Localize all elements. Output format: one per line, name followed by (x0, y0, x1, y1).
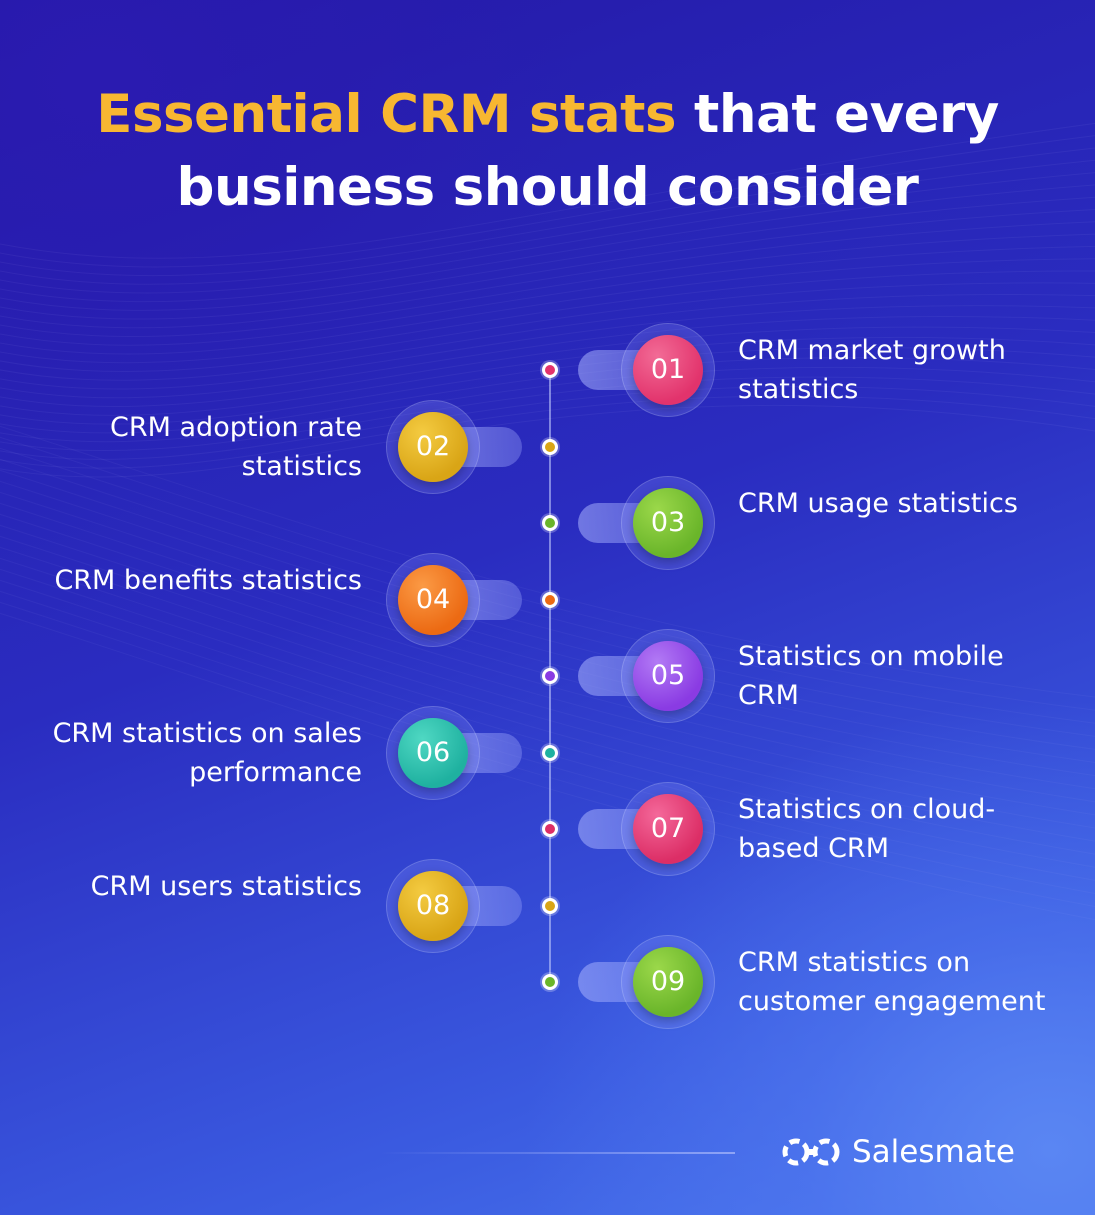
item-label: CRM users statistics (90, 871, 362, 902)
number-badge: 08 (398, 871, 468, 941)
timeline-dot (542, 668, 558, 684)
item-label: Statistics on cloud-based CRM (738, 794, 996, 864)
number-badge: 06 (398, 718, 468, 788)
wave-line (0, 425, 1095, 698)
wave-line (0, 196, 1095, 311)
title-highlight: Essential CRM stats (96, 84, 677, 145)
wave-line (0, 546, 1095, 842)
wave-line (0, 357, 1095, 434)
timeline-dot (542, 439, 558, 455)
salesmate-logo-icon (782, 1138, 840, 1166)
wave-line (0, 524, 1095, 816)
wave-line (0, 469, 1095, 750)
timeline-dot (542, 515, 558, 531)
wave-line (0, 557, 1095, 855)
number-badge: 02 (398, 412, 468, 482)
wave-line (0, 135, 1095, 268)
wave-line (0, 491, 1095, 777)
title-rest-line1: that every (676, 84, 999, 145)
item-label: Statistics on mobile CRM (738, 641, 1004, 711)
wave-line (0, 221, 1095, 329)
page-title: Essential CRM stats that every business … (0, 78, 1095, 224)
timeline-dot (542, 821, 558, 837)
wave-line (0, 122, 1095, 259)
item-label: CRM statistics on sales performance (52, 718, 362, 788)
timeline-dot (542, 362, 558, 378)
wave-line (0, 568, 1095, 868)
wave-line (0, 305, 1095, 390)
wave-line (0, 480, 1095, 763)
wave-line (0, 209, 1095, 320)
item-label: CRM statistics on customer engagement (738, 947, 1046, 1017)
wave-line (0, 326, 1095, 407)
wave-line (0, 315, 1095, 399)
timeline-dot (542, 745, 558, 761)
number-badge: 09 (633, 947, 703, 1017)
brand-logo: Salesmate (780, 1130, 1015, 1174)
wave-line (0, 270, 1095, 364)
wave-line (0, 513, 1095, 803)
wave-line (0, 535, 1095, 829)
item-label: CRM adoption rate statistics (110, 412, 362, 482)
title-line2: business should consider (176, 157, 919, 218)
wave-line (0, 147, 1095, 277)
wave-line (0, 258, 1095, 355)
number-badge: 03 (633, 488, 703, 558)
number-badge: 01 (633, 335, 703, 405)
wave-line (0, 293, 1095, 381)
wave-line (0, 336, 1095, 416)
number-badge: 04 (398, 565, 468, 635)
item-label: CRM usage statistics (738, 488, 1018, 519)
wave-line (0, 579, 1095, 881)
footer-divider (380, 1152, 735, 1154)
wave-line (0, 245, 1095, 346)
wave-line (0, 502, 1095, 790)
wave-line (0, 376, 1095, 452)
wave-line (0, 366, 1095, 443)
brand-name: Salesmate (852, 1134, 1015, 1170)
timeline-dot (542, 592, 558, 608)
wave-line (0, 233, 1095, 337)
timeline-dot (542, 974, 558, 990)
item-label: CRM market growth statistics (738, 335, 1006, 405)
number-badge: 05 (633, 641, 703, 711)
wave-line (0, 184, 1095, 303)
wave-line (0, 172, 1095, 294)
item-label: CRM benefits statistics (54, 565, 362, 596)
wave-line (0, 282, 1095, 372)
number-badge: 07 (633, 794, 703, 864)
wave-line (0, 347, 1095, 425)
timeline-dot (542, 898, 558, 914)
wave-line (0, 159, 1095, 285)
